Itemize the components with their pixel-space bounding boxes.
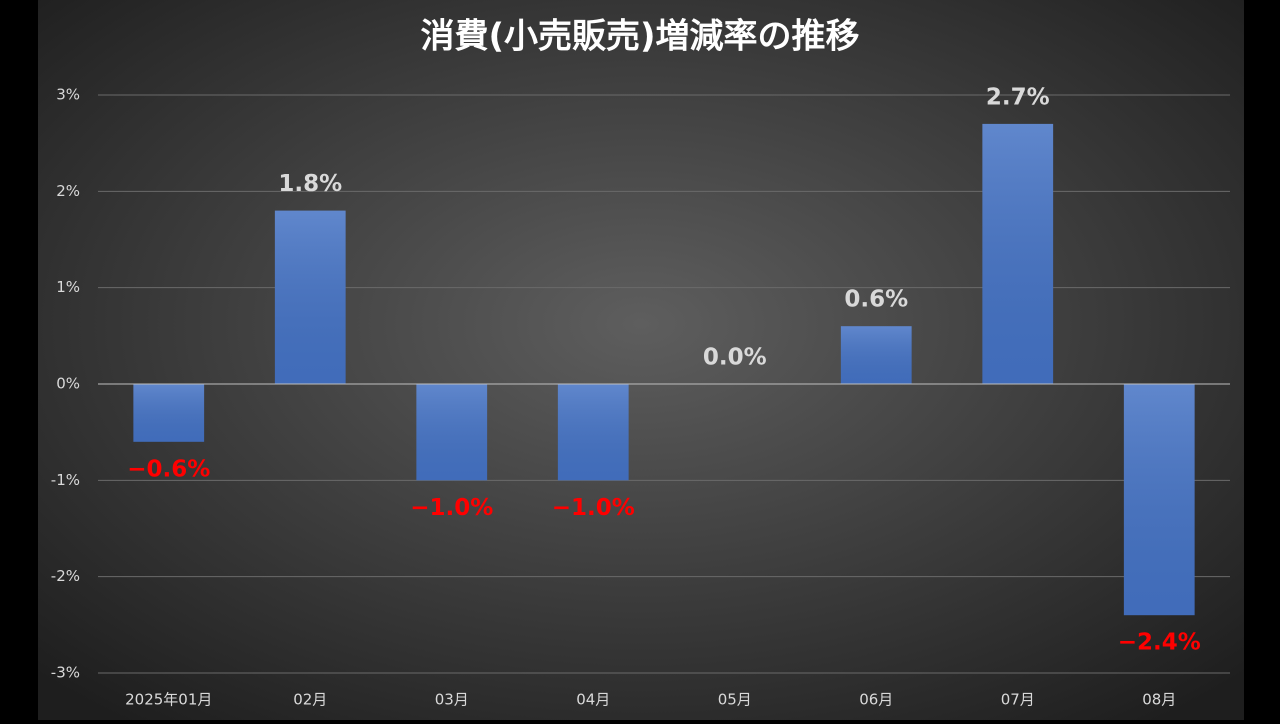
bar-shade bbox=[1123, 384, 1195, 616]
x-tick-label: 02月 bbox=[293, 691, 327, 709]
chart-background bbox=[38, 0, 1244, 720]
x-tick-label: 2025年01月 bbox=[125, 691, 212, 709]
data-label: 0.6% bbox=[844, 287, 908, 313]
y-tick-label: 2% bbox=[56, 182, 80, 200]
x-tick-label: 03月 bbox=[435, 691, 469, 709]
data-label: −0.6% bbox=[127, 456, 210, 482]
data-label: −2.4% bbox=[1118, 630, 1201, 656]
bar-shade bbox=[416, 384, 488, 481]
data-label: −1.0% bbox=[552, 495, 635, 521]
chart-title: 消費(小売販売)増減率の推移 bbox=[420, 17, 859, 57]
bar-shade bbox=[840, 326, 912, 384]
y-tick-label: 3% bbox=[56, 86, 80, 104]
data-label: 1.8% bbox=[278, 171, 342, 197]
data-label: 0.0% bbox=[703, 345, 767, 371]
bar-shade bbox=[274, 210, 346, 384]
x-tick-label: 07月 bbox=[1001, 691, 1035, 709]
x-tick-label: 04月 bbox=[576, 691, 610, 709]
bar-shade bbox=[557, 384, 629, 481]
data-label: −1.0% bbox=[410, 495, 493, 521]
y-tick-label: 1% bbox=[56, 278, 80, 296]
y-tick-label: -3% bbox=[51, 664, 80, 682]
y-tick-label: -1% bbox=[51, 471, 80, 489]
bar-shade bbox=[133, 384, 205, 442]
y-tick-label: 0% bbox=[56, 375, 80, 393]
y-tick-label: -2% bbox=[51, 567, 80, 585]
x-tick-label: 08月 bbox=[1142, 691, 1176, 709]
x-tick-label: 05月 bbox=[718, 691, 752, 709]
bar-shade bbox=[982, 123, 1054, 385]
data-label: 2.7% bbox=[986, 84, 1050, 110]
x-tick-label: 06月 bbox=[859, 691, 893, 709]
